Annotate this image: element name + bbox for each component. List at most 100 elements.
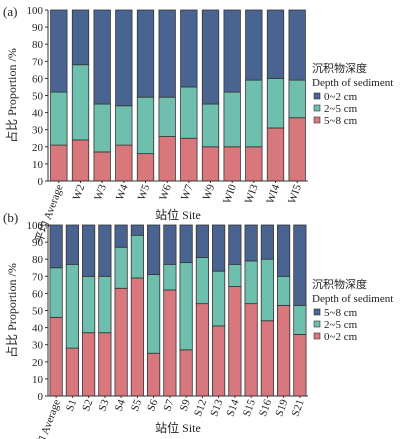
panel-label: (a) xyxy=(3,4,17,19)
x-tick-label: W5 xyxy=(136,182,153,201)
bar-segment-w6-2 xyxy=(158,9,176,98)
bar-segment-s19-1 xyxy=(277,275,291,306)
bar-segment-wi4-1 xyxy=(266,78,285,129)
bar-segment-s6-2 xyxy=(147,224,161,275)
chart-panel-b: (b) 0 10 20 30 40 50 60 70 80 90 100 占比 Proportion /… xyxy=(3,210,393,439)
bar-segment-wi5-0 xyxy=(288,117,306,182)
bar-segment-wi4-2 xyxy=(266,9,285,79)
legend-swatch-2 xyxy=(313,92,321,100)
bar-segment-w7-2 xyxy=(180,9,198,88)
bars-group xyxy=(49,224,307,397)
bar-segment-s4-0 xyxy=(114,287,128,397)
x-tick-label: S21 xyxy=(290,398,307,418)
legend-title-cn: 沉积物深度 xyxy=(312,277,367,291)
legend-entry-1: 2~5 cm xyxy=(324,319,358,331)
y-tick-label: 70 xyxy=(32,271,44,283)
legend-swatch-1 xyxy=(313,320,321,328)
y-tick-label: 0 xyxy=(38,176,44,188)
bar-segment-wi3-0 xyxy=(245,146,263,182)
x-tick-label: S9 xyxy=(178,397,193,412)
legend-title-en: Depth of sediment xyxy=(312,293,393,305)
y-axis-label: 占比 Proportion /% xyxy=(4,48,19,143)
x-axis-label: 站位 Site xyxy=(155,420,201,435)
chart-panel-a: (a) 0 10 20 30 40 50 60 70 80 90 100 占比 Proportion /… xyxy=(3,4,393,245)
y-tick-label: 60 xyxy=(32,288,44,300)
bar-segment-s6-1 xyxy=(147,274,161,354)
bar-segment-s2-0 xyxy=(82,332,96,397)
bars-group xyxy=(50,9,306,182)
bar-segment-w7-0 xyxy=(180,137,198,182)
bar-segment-s21-1 xyxy=(293,304,307,335)
bar-segment-s4-2 xyxy=(114,224,128,248)
bar-segment-s21-0 xyxy=(293,334,307,397)
bar-segment-s9-0 xyxy=(179,349,193,397)
y-tick-label: 100 xyxy=(27,5,44,17)
bar-segment-s5-2 xyxy=(130,224,144,236)
bar-segment-s3-2 xyxy=(98,224,112,277)
bar-segment-s1-0 xyxy=(65,347,79,397)
bar-segment-w2-1 xyxy=(71,64,90,141)
y-tick-label: 40 xyxy=(32,108,44,120)
x-tick-label: S3 xyxy=(96,397,111,412)
x-tick-label: S14 xyxy=(225,397,242,418)
bar-segment-w9-1 xyxy=(201,103,220,148)
y-tick-label: 30 xyxy=(32,340,44,352)
x-tick-label: W4 xyxy=(114,182,131,201)
bar-segment-w2-2 xyxy=(71,9,90,66)
bar-segment-s6-0 xyxy=(147,352,161,397)
bar-segment-s21-2 xyxy=(293,224,307,306)
x-tick-label: W3 xyxy=(92,182,109,201)
legend-entry-2: 0~2 cm xyxy=(324,91,358,103)
bar-segment-w3-1 xyxy=(93,103,111,153)
bar-segment-平均-average-2 xyxy=(50,9,68,93)
y-tick-label: 30 xyxy=(32,125,44,137)
bar-segment-s2-1 xyxy=(82,275,96,334)
bar-segment-w4-2 xyxy=(115,9,133,107)
bar-segment-wi3-2 xyxy=(245,9,263,81)
y-tick-label: 80 xyxy=(32,39,44,51)
bar-segment-s14-1 xyxy=(228,263,242,287)
legend-entry-0: 0~2 cm xyxy=(324,331,358,343)
x-tick-label: S13 xyxy=(208,397,225,418)
legend: 沉积物深度 Depth of sediment 0~2 cm2~5 cm5~8 cm xyxy=(312,61,393,127)
bar-segment-wi5-1 xyxy=(288,79,306,119)
y-tick-label: 0 xyxy=(38,391,44,403)
bar-segment-s15-1 xyxy=(244,260,258,305)
legend-entry-1: 2~5 cm xyxy=(324,103,358,115)
bar-segment-s14-0 xyxy=(228,286,242,397)
bar-segment-w9-2 xyxy=(201,9,220,105)
x-tick-label: S4 xyxy=(113,397,128,412)
bar-segment-s15-0 xyxy=(244,303,258,397)
bar-segment-wi4-0 xyxy=(266,127,285,182)
x-axis-label: 站位 Site xyxy=(155,207,201,222)
bar-segment-w2-0 xyxy=(71,139,90,182)
bar-segment-s16-0 xyxy=(260,320,274,397)
bar-segment-s7-0 xyxy=(163,289,177,397)
bar-segment-w3-0 xyxy=(93,151,111,182)
bar-segment-w9-0 xyxy=(201,146,220,182)
y-tick-label: 20 xyxy=(32,357,44,369)
legend: 沉积物深度 Depth of sediment 5~8 cm2~5 cm0~2 cm xyxy=(312,277,393,343)
y-tick-label: 90 xyxy=(32,22,44,34)
x-tick-label: 平均 Average xyxy=(30,397,63,439)
x-tick-label: W2 xyxy=(71,183,88,202)
y-tick-label: 100 xyxy=(27,220,44,232)
bar-segment-s16-1 xyxy=(260,258,274,322)
y-tick-label: 10 xyxy=(32,374,44,386)
bar-segment-s12-1 xyxy=(195,257,209,305)
bar-segment-平均-average-2 xyxy=(49,224,63,269)
x-tick-label: S1 xyxy=(64,398,79,413)
legend-swatch-0 xyxy=(313,116,321,124)
bar-segment-w5-2 xyxy=(136,9,155,98)
bar-segment-s15-2 xyxy=(244,224,258,262)
bar-segment-平均-average-1 xyxy=(49,267,63,318)
bar-segment-s7-1 xyxy=(163,263,177,291)
bar-segment-s19-0 xyxy=(277,304,291,397)
legend-entry-2: 5~8 cm xyxy=(324,307,358,319)
x-tick-label: W6 xyxy=(157,182,174,201)
bar-segment-s7-2 xyxy=(163,224,177,265)
x-tick-label: S7 xyxy=(161,397,176,412)
bar-segment-平均-average-0 xyxy=(49,316,63,397)
y-tick-label: 10 xyxy=(32,159,44,171)
x-tick-label: S16 xyxy=(257,397,274,418)
